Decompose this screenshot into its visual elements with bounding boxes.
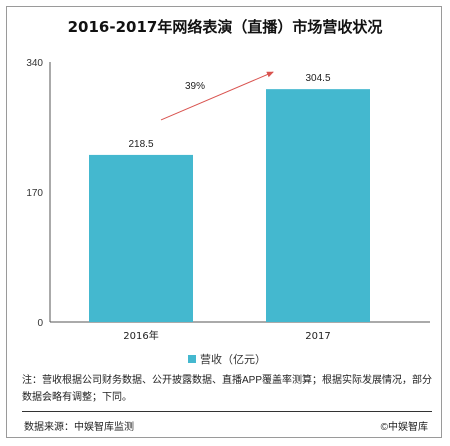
data-label: 304.5 [305, 73, 330, 84]
bar [89, 154, 193, 322]
y-tick-label: 340 [26, 58, 43, 69]
data-labels: 218.5 304.5 [128, 73, 330, 150]
x-tick-label: 2016年 [123, 329, 158, 342]
x-tick-label: 2017 [305, 331, 330, 342]
footer-divider [22, 411, 432, 412]
y-tick-label: 170 [26, 188, 43, 199]
y-tick-label: 0 [37, 318, 43, 329]
growth-annotation: 39% [160, 71, 274, 121]
bar [266, 89, 370, 322]
chart-title: 2016-2017年网络表演（直播）市场营收状况 [67, 18, 383, 36]
y-tick-labels: 0 170 340 [26, 58, 43, 329]
x-tick-labels: 2016年 2017 [123, 329, 330, 342]
bars-group [89, 89, 370, 322]
data-label: 218.5 [128, 139, 153, 150]
copyright: ©中娱智库 [380, 422, 428, 433]
growth-label: 39% [185, 81, 205, 92]
footnote: 注：营收根据公司财务数据、公开披露数据、直播APP覆盖率测算；根据实际发展情况，… [22, 375, 433, 403]
growth-arrow [160, 71, 274, 121]
data-source: 数据来源：中娱智库监测 [24, 422, 134, 433]
legend-label: 营收（亿元） [200, 354, 266, 366]
legend-swatch [188, 355, 196, 363]
legend: 营收（亿元） [188, 351, 266, 367]
